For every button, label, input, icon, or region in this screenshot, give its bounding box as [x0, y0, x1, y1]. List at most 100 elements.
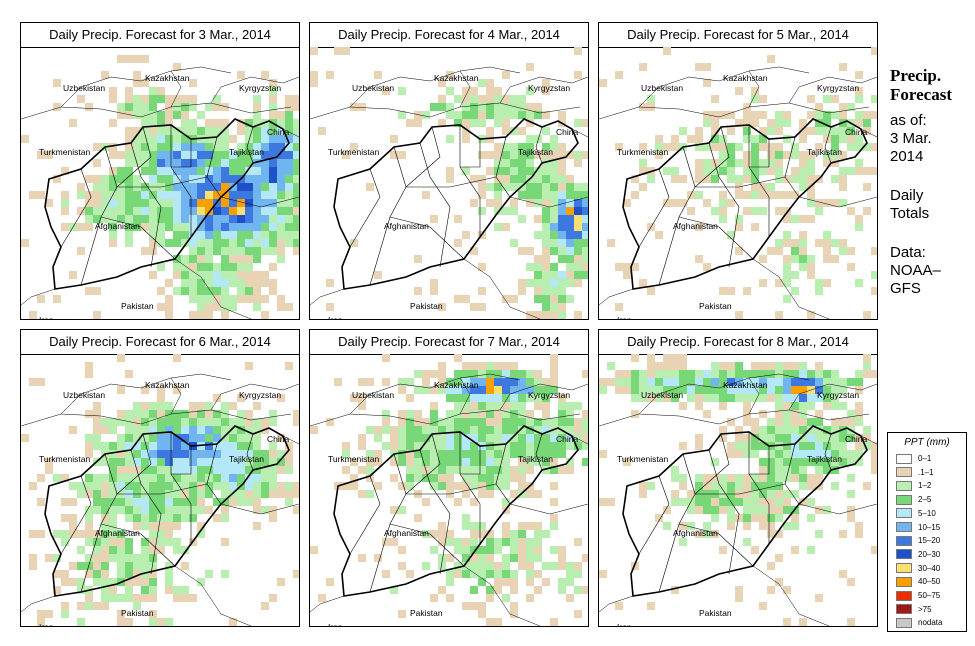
precip-cell: [125, 474, 133, 482]
precip-cell: [470, 442, 478, 450]
precip-cell: [293, 570, 299, 578]
precip-cell: [534, 570, 542, 578]
country-border: [499, 76, 588, 104]
precip-cell: [478, 183, 486, 191]
precip-cell: [462, 362, 470, 370]
precip-cell: [815, 386, 823, 394]
precip-cell: [831, 151, 839, 159]
precip-cell: [599, 450, 607, 458]
precip-cell: [101, 602, 109, 610]
precip-cell: [406, 474, 414, 482]
precip-cell: [406, 434, 414, 442]
precip-cell: [446, 442, 454, 450]
precip-cell: [518, 522, 526, 530]
precip-cell: [133, 410, 141, 418]
side-title: Precip. Forecast: [890, 66, 952, 104]
precip-cell: [855, 378, 863, 386]
precip-cell: [759, 370, 767, 378]
precip-cell: [446, 434, 454, 442]
precip-cell: [205, 151, 213, 159]
legend-swatch: [896, 494, 912, 505]
precip-cell: [703, 263, 711, 271]
precip-cell: [791, 362, 799, 370]
precip-cell: [221, 239, 229, 247]
precip-cell: [791, 191, 799, 199]
precip-cell: [245, 295, 253, 303]
precip-cell: [775, 458, 783, 466]
precip-cell: [751, 378, 759, 386]
precip-cell: [285, 303, 293, 311]
precip-cell: [775, 482, 783, 490]
precip-cell: [823, 119, 831, 127]
precip-cell: [117, 418, 125, 426]
precip-cell: [109, 506, 117, 514]
precip-cell: [101, 530, 109, 538]
country-border: [571, 435, 588, 445]
precip-cell: [719, 546, 727, 554]
precip-cell: [213, 498, 221, 506]
precip-cell: [253, 287, 261, 295]
precip-cell: [117, 482, 125, 490]
as-of-date: 3 Mar.: [890, 130, 932, 147]
precip-cell: [743, 151, 751, 159]
precip-cell: [293, 143, 299, 151]
country-label: Kyrgyzstan: [528, 390, 570, 400]
precip-cell: [101, 215, 109, 223]
precip-cell: [783, 111, 791, 119]
precip-cell: [534, 167, 542, 175]
country-label: Pakistan: [121, 608, 154, 618]
precip-cell: [566, 279, 574, 287]
precip-cell: [655, 394, 663, 402]
precip-cell: [799, 450, 807, 458]
precip-cell: [502, 498, 510, 506]
precip-cell: [189, 410, 197, 418]
precip-cell: [165, 295, 173, 303]
precip-cell: [510, 207, 518, 215]
precip-cell: [542, 578, 550, 586]
precip-cell: [759, 191, 767, 199]
precip-cell: [799, 135, 807, 143]
legend-swatch: [896, 467, 912, 478]
precip-cell: [181, 498, 189, 506]
precip-cell: [783, 135, 791, 143]
precip-cell: [430, 103, 438, 111]
precip-cell: [558, 434, 566, 442]
precip-cell: [37, 618, 45, 626]
precip-cell: [815, 127, 823, 135]
precip-cell: [189, 402, 197, 410]
precip-cell: [253, 207, 261, 215]
precip-cell: [550, 207, 558, 215]
precip-cell: [189, 295, 197, 303]
precip-cell: [109, 175, 117, 183]
precip-cell: [542, 191, 550, 199]
precip-cell: [165, 215, 173, 223]
precip-cell: [470, 562, 478, 570]
precip-cell: [494, 578, 502, 586]
precip-cell: [285, 183, 293, 191]
precip-cell: [85, 223, 93, 231]
legend-swatch: [896, 590, 912, 601]
precip-cell: [751, 514, 759, 522]
precip-cell: [775, 311, 783, 319]
precip-cell: [37, 378, 45, 386]
precip-cell: [823, 135, 831, 143]
precip-cell: [293, 191, 299, 199]
precip-cell: [390, 135, 398, 143]
precip-cell: [181, 426, 189, 434]
precip-cell: [502, 538, 510, 546]
precip-cell: [157, 287, 165, 295]
precip-cell: [390, 538, 398, 546]
precip-cell: [735, 87, 743, 95]
precip-cell: [478, 119, 486, 127]
precip-cell: [141, 450, 149, 458]
precip-cell: [743, 135, 751, 143]
legend-swatch: [896, 549, 912, 560]
precip-cell: [502, 71, 510, 79]
precip-cell: [767, 370, 775, 378]
precip-cell: [687, 135, 695, 143]
precip-cell: [157, 474, 165, 482]
precip-cell: [534, 135, 542, 143]
precip-cell: [125, 111, 133, 119]
precip-cell: [663, 47, 671, 55]
precip-cell: [293, 167, 299, 175]
